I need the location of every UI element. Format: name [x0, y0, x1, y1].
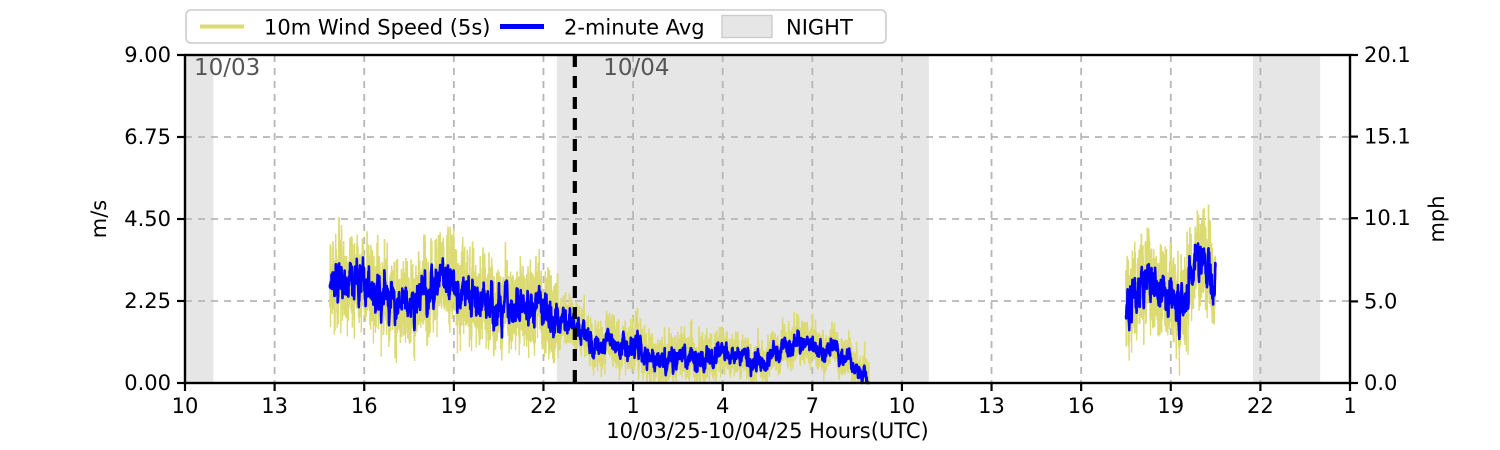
y2-axis-tick-label: 0.0: [1364, 371, 1397, 395]
legend-item-2[interactable]: 2-minute Avg: [500, 16, 705, 40]
y2-axis-tick-label: 15.1: [1364, 125, 1411, 149]
x-axis-tick-label: 19: [1157, 394, 1184, 418]
x-axis-tick-label: 4: [716, 394, 729, 418]
legend-label: 2-minute Avg: [564, 16, 705, 40]
series-group: [328, 204, 1217, 385]
legend-item-1[interactable]: 10m Wind Speed (5s): [200, 16, 491, 40]
x-axis-tick-label: 19: [440, 394, 467, 418]
x-axis-tick-label: 1: [1343, 394, 1356, 418]
x-axis-tick-label: 16: [351, 394, 378, 418]
y2-axis-tick-label: 10.1: [1364, 206, 1411, 230]
day-annotations-group: 10/03 10/04: [194, 55, 670, 81]
axes-group: 0.00 2.25 4.50 6.75 9.00 0.0 5.0 10.1 15.1 20.1 10…: [87, 43, 1449, 443]
x-axis-tick-label: 13: [978, 394, 1005, 418]
night-band: [1252, 55, 1321, 383]
y2-axis-tick-label: 5.0: [1364, 289, 1397, 313]
y-axis-tick-label: 0.00: [124, 371, 171, 395]
x-axis-tick-label: 10: [889, 394, 916, 418]
x-axis-tick-label: 13: [261, 394, 288, 418]
legend-item-3[interactable]: NIGHT: [721, 14, 853, 40]
y2-axis-tick-label: 20.1: [1364, 43, 1411, 67]
x-axis-tick-label: 1: [626, 394, 639, 418]
day-annotation: 10/04: [603, 55, 669, 81]
x-axis-title: 10/03/25-10/04/25 Hours(UTC): [606, 419, 928, 443]
y-axis-tick-label: 6.75: [124, 125, 171, 149]
y2-axis-title: mph: [1425, 195, 1449, 242]
x-axis-tick-label: 22: [1247, 394, 1274, 418]
legend-label: NIGHT: [786, 16, 853, 40]
x-axis-tick-label: 22: [530, 394, 557, 418]
x-axis-tick-label: 10: [172, 394, 199, 418]
y-axis-tick-label: 9.00: [124, 43, 171, 67]
x-axis-tick-label: 7: [806, 394, 819, 418]
chart-legend[interactable]: 10m Wind Speed (5s) 2-minute Avg NIGHT: [185, 9, 887, 44]
day-annotation: 10/03: [194, 55, 260, 81]
x-axis-tick-label: 16: [1068, 394, 1095, 418]
series-2-minute-avg: [328, 256, 871, 385]
y-axis-title: m/s: [87, 200, 111, 238]
legend-patch-swatch: [721, 14, 773, 39]
y-axis-tick-label: 4.50: [124, 207, 171, 231]
y-axis-tick-label: 2.25: [124, 289, 171, 313]
legend-label: 10m Wind Speed (5s): [264, 16, 491, 40]
series-2-minute-avg: [1124, 242, 1217, 341]
